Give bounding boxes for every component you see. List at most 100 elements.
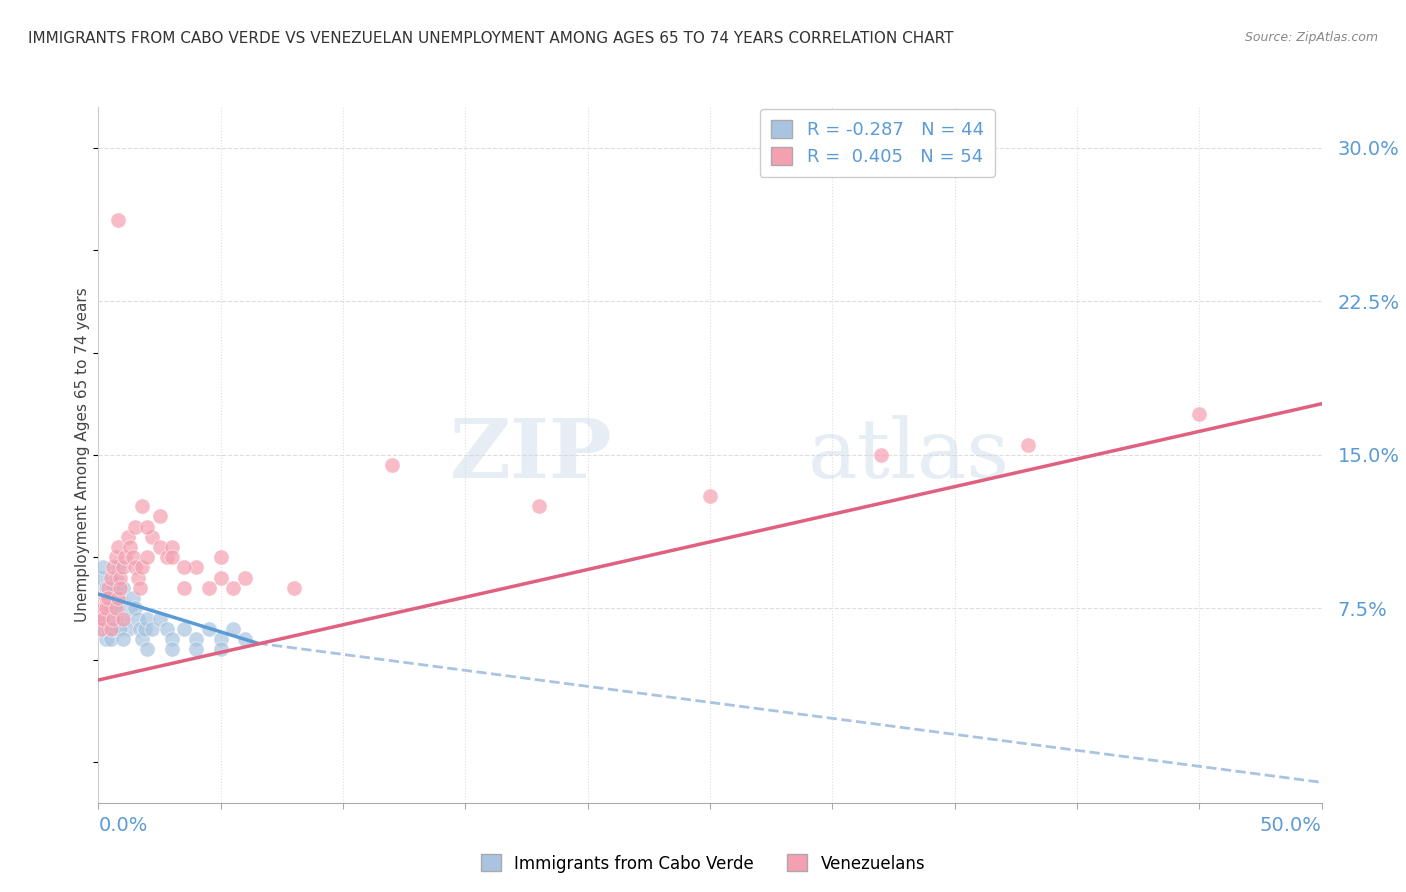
Point — [381, 458, 404, 472]
Point — [117, 622, 139, 636]
Point — [160, 642, 183, 657]
Point — [134, 622, 156, 636]
Point — [186, 560, 208, 574]
Point — [186, 632, 208, 646]
Point — [97, 622, 120, 636]
Point — [149, 509, 172, 524]
Point — [101, 612, 124, 626]
Point — [104, 612, 127, 626]
Point — [111, 581, 134, 595]
Point — [186, 642, 208, 657]
Point — [127, 612, 149, 626]
Point — [141, 530, 163, 544]
Point — [136, 550, 159, 565]
Point — [129, 622, 152, 636]
Point — [156, 622, 179, 636]
Point — [111, 632, 134, 646]
Point — [114, 612, 136, 626]
Point — [90, 571, 112, 585]
Point — [94, 581, 117, 595]
Point — [222, 622, 245, 636]
Text: IMMIGRANTS FROM CABO VERDE VS VENEZUELAN UNEMPLOYMENT AMONG AGES 65 TO 74 YEARS : IMMIGRANTS FROM CABO VERDE VS VENEZUELAN… — [28, 31, 953, 46]
Point — [94, 632, 117, 646]
Point — [136, 612, 159, 626]
Point — [136, 642, 159, 657]
Text: Source: ZipAtlas.com: Source: ZipAtlas.com — [1244, 31, 1378, 45]
Point — [111, 612, 134, 626]
Point — [160, 550, 183, 565]
Point — [90, 622, 112, 636]
Point — [94, 601, 117, 615]
Point — [101, 622, 124, 636]
Point — [110, 622, 132, 636]
Point — [127, 571, 149, 585]
Point — [91, 612, 114, 626]
Point — [104, 550, 127, 565]
Point — [97, 591, 120, 606]
Point — [107, 212, 129, 227]
Point — [104, 571, 127, 585]
Point — [131, 632, 153, 646]
Point — [222, 581, 245, 595]
Point — [156, 550, 179, 565]
Point — [111, 560, 134, 574]
Point — [91, 560, 114, 574]
Point — [120, 601, 142, 615]
Point — [124, 519, 146, 533]
Point — [100, 571, 122, 585]
Point — [110, 591, 132, 606]
Point — [136, 519, 159, 533]
Point — [121, 550, 143, 565]
Point — [120, 540, 142, 554]
Point — [90, 612, 112, 626]
Point — [197, 581, 219, 595]
Text: 50.0%: 50.0% — [1260, 815, 1322, 835]
Point — [160, 540, 183, 554]
Legend: Immigrants from Cabo Verde, Venezuelans: Immigrants from Cabo Verde, Venezuelans — [474, 847, 932, 880]
Point — [91, 601, 114, 615]
Point — [149, 612, 172, 626]
Point — [107, 601, 129, 615]
Point — [173, 560, 195, 574]
Point — [101, 560, 124, 574]
Point — [107, 540, 129, 554]
Point — [110, 581, 132, 595]
Point — [90, 622, 112, 636]
Point — [101, 581, 124, 595]
Point — [699, 489, 721, 503]
Point — [141, 622, 163, 636]
Point — [97, 581, 120, 595]
Point — [209, 632, 232, 646]
Point — [91, 612, 114, 626]
Point — [121, 591, 143, 606]
Point — [233, 571, 256, 585]
Point — [131, 560, 153, 574]
Point — [94, 591, 117, 606]
Point — [160, 632, 183, 646]
Point — [1188, 407, 1211, 421]
Legend: R = -0.287   N = 44, R =  0.405   N = 54: R = -0.287 N = 44, R = 0.405 N = 54 — [759, 109, 994, 177]
Point — [97, 591, 120, 606]
Point — [197, 622, 219, 636]
Point — [149, 540, 172, 554]
Point — [117, 530, 139, 544]
Point — [1017, 438, 1039, 452]
Point — [131, 499, 153, 513]
Point — [527, 499, 550, 513]
Point — [100, 601, 122, 615]
Point — [209, 571, 232, 585]
Point — [100, 632, 122, 646]
Point — [107, 591, 129, 606]
Text: ZIP: ZIP — [450, 415, 612, 495]
Point — [107, 560, 129, 574]
Point — [129, 581, 152, 595]
Point — [104, 601, 127, 615]
Point — [114, 550, 136, 565]
Point — [124, 560, 146, 574]
Point — [233, 632, 256, 646]
Point — [173, 622, 195, 636]
Text: 0.0%: 0.0% — [98, 815, 148, 835]
Point — [209, 550, 232, 565]
Point — [173, 581, 195, 595]
Point — [283, 581, 305, 595]
